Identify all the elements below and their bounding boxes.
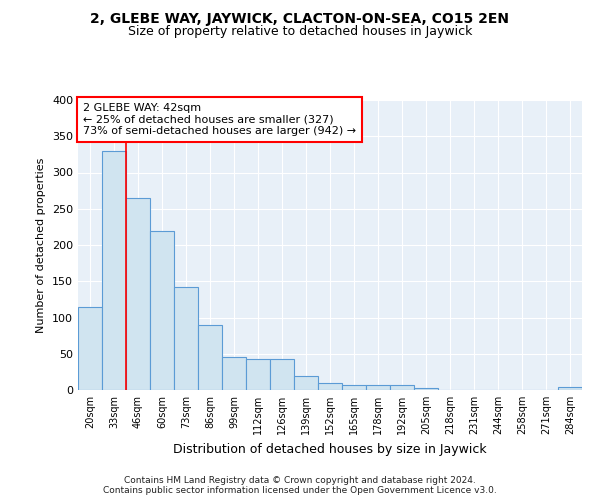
Bar <box>246 359 270 390</box>
Bar <box>270 359 294 390</box>
Bar <box>198 325 222 390</box>
Bar <box>294 376 318 390</box>
Bar <box>414 388 438 390</box>
Bar <box>366 385 390 390</box>
Text: 2 GLEBE WAY: 42sqm
← 25% of detached houses are smaller (327)
73% of semi-detach: 2 GLEBE WAY: 42sqm ← 25% of detached hou… <box>83 103 356 136</box>
Y-axis label: Number of detached properties: Number of detached properties <box>37 158 46 332</box>
Bar <box>78 306 102 390</box>
Text: 2, GLEBE WAY, JAYWICK, CLACTON-ON-SEA, CO15 2EN: 2, GLEBE WAY, JAYWICK, CLACTON-ON-SEA, C… <box>91 12 509 26</box>
Text: Contains HM Land Registry data © Crown copyright and database right 2024.
Contai: Contains HM Land Registry data © Crown c… <box>103 476 497 495</box>
Bar <box>342 385 366 390</box>
Bar <box>390 385 414 390</box>
Bar <box>102 151 126 390</box>
Text: Size of property relative to detached houses in Jaywick: Size of property relative to detached ho… <box>128 25 472 38</box>
Bar <box>150 230 174 390</box>
Bar <box>558 387 582 390</box>
Bar <box>318 383 342 390</box>
X-axis label: Distribution of detached houses by size in Jaywick: Distribution of detached houses by size … <box>173 442 487 456</box>
Bar <box>174 287 198 390</box>
Bar <box>222 358 246 390</box>
Bar <box>126 198 150 390</box>
